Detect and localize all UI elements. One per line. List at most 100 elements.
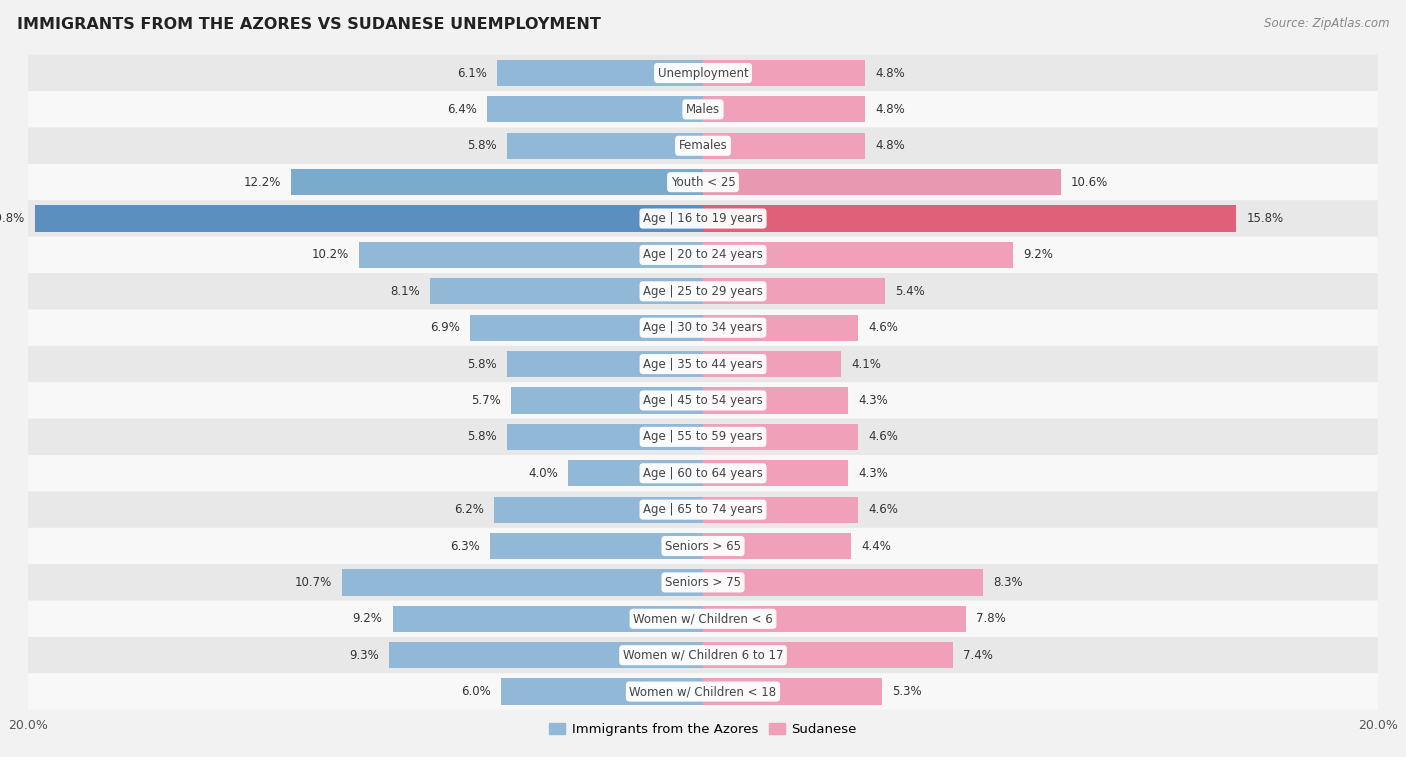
FancyBboxPatch shape xyxy=(28,382,1378,419)
Text: Women w/ Children < 18: Women w/ Children < 18 xyxy=(630,685,776,698)
Text: Seniors > 65: Seniors > 65 xyxy=(665,540,741,553)
Bar xyxy=(501,678,703,705)
Text: Seniors > 75: Seniors > 75 xyxy=(665,576,741,589)
Text: Age | 45 to 54 years: Age | 45 to 54 years xyxy=(643,394,763,407)
Text: Males: Males xyxy=(686,103,720,116)
Bar xyxy=(486,96,703,123)
Bar xyxy=(568,460,703,486)
Bar xyxy=(703,569,983,596)
Text: 10.2%: 10.2% xyxy=(312,248,349,261)
Text: 4.6%: 4.6% xyxy=(869,321,898,334)
Text: 5.8%: 5.8% xyxy=(468,431,498,444)
Text: 10.6%: 10.6% xyxy=(1071,176,1108,188)
Text: 7.8%: 7.8% xyxy=(976,612,1007,625)
Text: 4.1%: 4.1% xyxy=(852,357,882,371)
Text: 4.4%: 4.4% xyxy=(862,540,891,553)
Bar xyxy=(703,96,865,123)
Text: Age | 65 to 74 years: Age | 65 to 74 years xyxy=(643,503,763,516)
Text: 6.0%: 6.0% xyxy=(461,685,491,698)
Text: 4.8%: 4.8% xyxy=(875,103,905,116)
Text: 15.8%: 15.8% xyxy=(1246,212,1284,225)
Bar xyxy=(703,60,865,86)
Bar xyxy=(703,132,865,159)
Text: Age | 25 to 29 years: Age | 25 to 29 years xyxy=(643,285,763,298)
Bar xyxy=(470,315,703,341)
FancyBboxPatch shape xyxy=(28,674,1378,710)
Bar xyxy=(342,569,703,596)
FancyBboxPatch shape xyxy=(28,164,1378,201)
Bar xyxy=(703,241,1014,268)
FancyBboxPatch shape xyxy=(28,564,1378,600)
FancyBboxPatch shape xyxy=(28,346,1378,382)
Bar xyxy=(703,460,848,486)
Text: 9.3%: 9.3% xyxy=(349,649,380,662)
Text: Age | 16 to 19 years: Age | 16 to 19 years xyxy=(643,212,763,225)
Text: Age | 35 to 44 years: Age | 35 to 44 years xyxy=(643,357,763,371)
Text: Women w/ Children < 6: Women w/ Children < 6 xyxy=(633,612,773,625)
Text: 4.8%: 4.8% xyxy=(875,67,905,79)
FancyBboxPatch shape xyxy=(28,528,1378,564)
Text: Age | 30 to 34 years: Age | 30 to 34 years xyxy=(643,321,763,334)
Text: 10.7%: 10.7% xyxy=(295,576,332,589)
Bar xyxy=(508,351,703,377)
Text: 5.8%: 5.8% xyxy=(468,139,498,152)
Text: 19.8%: 19.8% xyxy=(0,212,25,225)
FancyBboxPatch shape xyxy=(28,637,1378,674)
FancyBboxPatch shape xyxy=(28,491,1378,528)
Bar xyxy=(510,388,703,413)
Bar xyxy=(491,533,703,559)
Text: 8.1%: 8.1% xyxy=(389,285,419,298)
Bar xyxy=(703,642,953,668)
Text: 6.2%: 6.2% xyxy=(454,503,484,516)
Bar xyxy=(703,205,1236,232)
Text: Unemployment: Unemployment xyxy=(658,67,748,79)
Text: 4.6%: 4.6% xyxy=(869,431,898,444)
Text: 6.9%: 6.9% xyxy=(430,321,460,334)
Text: 4.3%: 4.3% xyxy=(858,467,889,480)
Text: 5.4%: 5.4% xyxy=(896,285,925,298)
Text: 5.7%: 5.7% xyxy=(471,394,501,407)
FancyBboxPatch shape xyxy=(28,273,1378,310)
Bar xyxy=(430,279,703,304)
Text: Source: ZipAtlas.com: Source: ZipAtlas.com xyxy=(1264,17,1389,30)
FancyBboxPatch shape xyxy=(28,419,1378,455)
Bar xyxy=(359,241,703,268)
Text: 9.2%: 9.2% xyxy=(1024,248,1053,261)
Text: Youth < 25: Youth < 25 xyxy=(671,176,735,188)
Text: 12.2%: 12.2% xyxy=(243,176,281,188)
Bar xyxy=(703,388,848,413)
FancyBboxPatch shape xyxy=(28,91,1378,128)
FancyBboxPatch shape xyxy=(28,455,1378,491)
Text: Age | 55 to 59 years: Age | 55 to 59 years xyxy=(643,431,763,444)
Text: IMMIGRANTS FROM THE AZORES VS SUDANESE UNEMPLOYMENT: IMMIGRANTS FROM THE AZORES VS SUDANESE U… xyxy=(17,17,600,32)
Bar xyxy=(498,60,703,86)
Bar xyxy=(291,169,703,195)
Bar xyxy=(508,132,703,159)
Text: 6.3%: 6.3% xyxy=(450,540,481,553)
Text: 4.3%: 4.3% xyxy=(858,394,889,407)
FancyBboxPatch shape xyxy=(28,128,1378,164)
Text: 9.2%: 9.2% xyxy=(353,612,382,625)
FancyBboxPatch shape xyxy=(28,55,1378,91)
Text: 7.4%: 7.4% xyxy=(963,649,993,662)
Text: Women w/ Children 6 to 17: Women w/ Children 6 to 17 xyxy=(623,649,783,662)
Bar xyxy=(494,497,703,523)
Text: 4.6%: 4.6% xyxy=(869,503,898,516)
Bar xyxy=(703,606,966,632)
FancyBboxPatch shape xyxy=(28,201,1378,237)
Bar xyxy=(703,497,858,523)
Text: Age | 60 to 64 years: Age | 60 to 64 years xyxy=(643,467,763,480)
Bar xyxy=(703,678,882,705)
Bar xyxy=(703,533,852,559)
Bar xyxy=(703,315,858,341)
Legend: Immigrants from the Azores, Sudanese: Immigrants from the Azores, Sudanese xyxy=(544,717,862,741)
Text: 4.0%: 4.0% xyxy=(529,467,558,480)
Text: 8.3%: 8.3% xyxy=(993,576,1022,589)
Text: Age | 20 to 24 years: Age | 20 to 24 years xyxy=(643,248,763,261)
Text: 6.4%: 6.4% xyxy=(447,103,477,116)
Bar xyxy=(703,279,886,304)
FancyBboxPatch shape xyxy=(28,600,1378,637)
FancyBboxPatch shape xyxy=(28,237,1378,273)
FancyBboxPatch shape xyxy=(28,310,1378,346)
Bar xyxy=(389,642,703,668)
